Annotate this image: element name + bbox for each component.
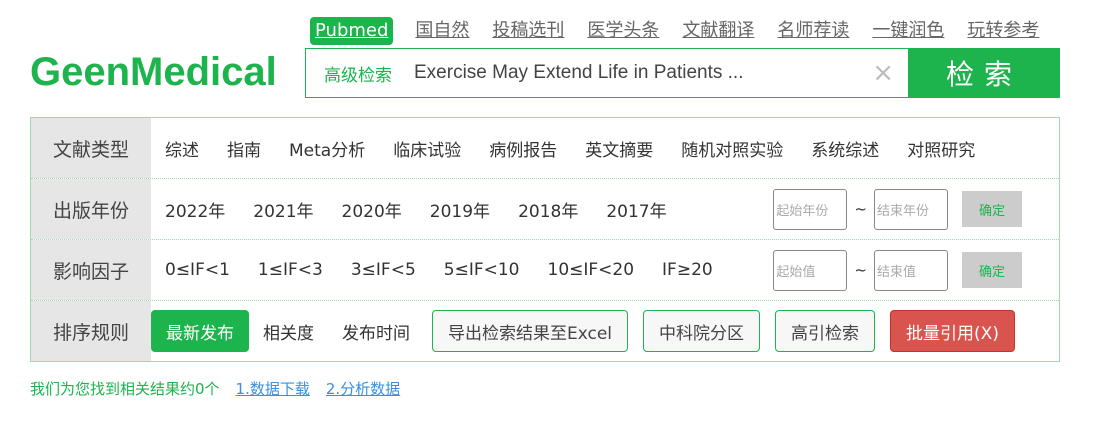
nav-item[interactable]: 文献翻译 (682, 20, 755, 41)
year-option[interactable]: 2022年 (165, 201, 226, 222)
nav-item[interactable]: 国自然 (415, 20, 470, 41)
type-option[interactable]: Meta分析 (289, 140, 366, 161)
sort-relevance[interactable]: 相关度 (263, 323, 314, 344)
export-excel-button[interactable]: 导出检索结果至Excel (432, 310, 629, 352)
clear-icon[interactable]: × (872, 58, 894, 88)
range-separator: ~ (854, 200, 867, 218)
if-confirm-button[interactable]: 确定 (962, 252, 1022, 288)
search-bar: 高级检索 × 检索 (305, 48, 1060, 98)
type-option[interactable]: 综述 (165, 140, 199, 161)
range-separator: ~ (854, 261, 867, 279)
if-option[interactable]: 5≤IF<10 (443, 260, 520, 280)
row-label: 影响因子 (31, 240, 151, 300)
type-option[interactable]: 临床试验 (393, 140, 462, 161)
analyze-data-link[interactable]: 2.分析数据 (325, 380, 401, 398)
top-nav: Pubmed 国自然 投稿选刊 医学头条 文献翻译 名师荐读 一键润色 玩转参考 (310, 17, 1039, 45)
row-label: 文献类型 (31, 118, 151, 178)
filter-row-type: 文献类型 综述 指南 Meta分析 临床试验 病例报告 英文摘要 随机对照实验 … (31, 118, 1059, 178)
if-option[interactable]: IF≥20 (662, 260, 713, 280)
type-option[interactable]: 系统综述 (811, 140, 880, 161)
type-option[interactable]: 对照研究 (907, 140, 976, 161)
sort-date[interactable]: 发布时间 (342, 323, 410, 344)
if-option[interactable]: 10≤IF<20 (547, 260, 635, 280)
end-year-input[interactable]: 结束年份 (874, 188, 948, 230)
filter-row-sort: 排序规则 最新发布 相关度 发布时间 导出检索结果至Excel 中科院分区 高引… (31, 300, 1059, 361)
year-option[interactable]: 2020年 (341, 201, 402, 222)
start-year-input[interactable]: 起始年份 (773, 188, 848, 230)
nav-item[interactable]: 名师荐读 (777, 20, 850, 41)
year-option[interactable]: 2021年 (253, 201, 314, 222)
nav-item[interactable]: 投稿选刊 (492, 20, 565, 41)
year-confirm-button[interactable]: 确定 (962, 191, 1022, 227)
filter-row-year: 出版年份 2022年 2021年 2020年 2019年 2018年 2017年… (31, 178, 1059, 239)
if-option[interactable]: 3≤IF<5 (350, 260, 416, 280)
batch-cite-button[interactable]: 批量引用(X) (890, 310, 1015, 352)
high-cited-button[interactable]: 高引检索 (775, 310, 876, 352)
if-option[interactable]: 0≤IF<1 (165, 260, 230, 280)
search-button[interactable]: 检索 (908, 48, 1060, 98)
filter-row-if: 影响因子 0≤IF<1 1≤IF<3 3≤IF<5 5≤IF<10 10≤IF<… (31, 239, 1059, 300)
start-if-input[interactable]: 起始值 (773, 249, 848, 291)
nav-item[interactable]: 医学头条 (587, 20, 660, 41)
advanced-search-link[interactable]: 高级检索 (324, 65, 392, 86)
sort-latest-button[interactable]: 最新发布 (151, 310, 249, 352)
end-if-input[interactable]: 结束值 (874, 249, 948, 291)
row-label: 排序规则 (31, 301, 151, 361)
filter-panel: 文献类型 综述 指南 Meta分析 临床试验 病例报告 英文摘要 随机对照实验 … (30, 117, 1060, 362)
type-option[interactable]: 英文摘要 (585, 140, 654, 161)
row-label: 出版年份 (31, 179, 151, 239)
year-option[interactable]: 2018年 (518, 201, 579, 222)
type-option[interactable]: 指南 (227, 140, 261, 161)
nav-item[interactable]: 一键润色 (872, 20, 945, 41)
data-download-link[interactable]: 1.数据下载 (235, 380, 310, 398)
type-option[interactable]: 随机对照实验 (681, 140, 784, 161)
result-summary: 我们为您找到相关结果约0个 1.数据下载 2.分析数据 (30, 378, 400, 399)
nav-item[interactable]: 玩转参考 (967, 20, 1040, 41)
cas-zone-button[interactable]: 中科院分区 (643, 310, 761, 352)
if-option[interactable]: 1≤IF<3 (257, 260, 323, 280)
type-option[interactable]: 病例报告 (489, 140, 558, 161)
year-option[interactable]: 2017年 (606, 201, 667, 222)
nav-pubmed[interactable]: Pubmed (310, 17, 394, 45)
search-input[interactable] (414, 62, 873, 84)
logo: GeenMedical (30, 50, 277, 94)
result-count: 我们为您找到相关结果约0个 (30, 380, 220, 398)
year-option[interactable]: 2019年 (429, 201, 491, 222)
